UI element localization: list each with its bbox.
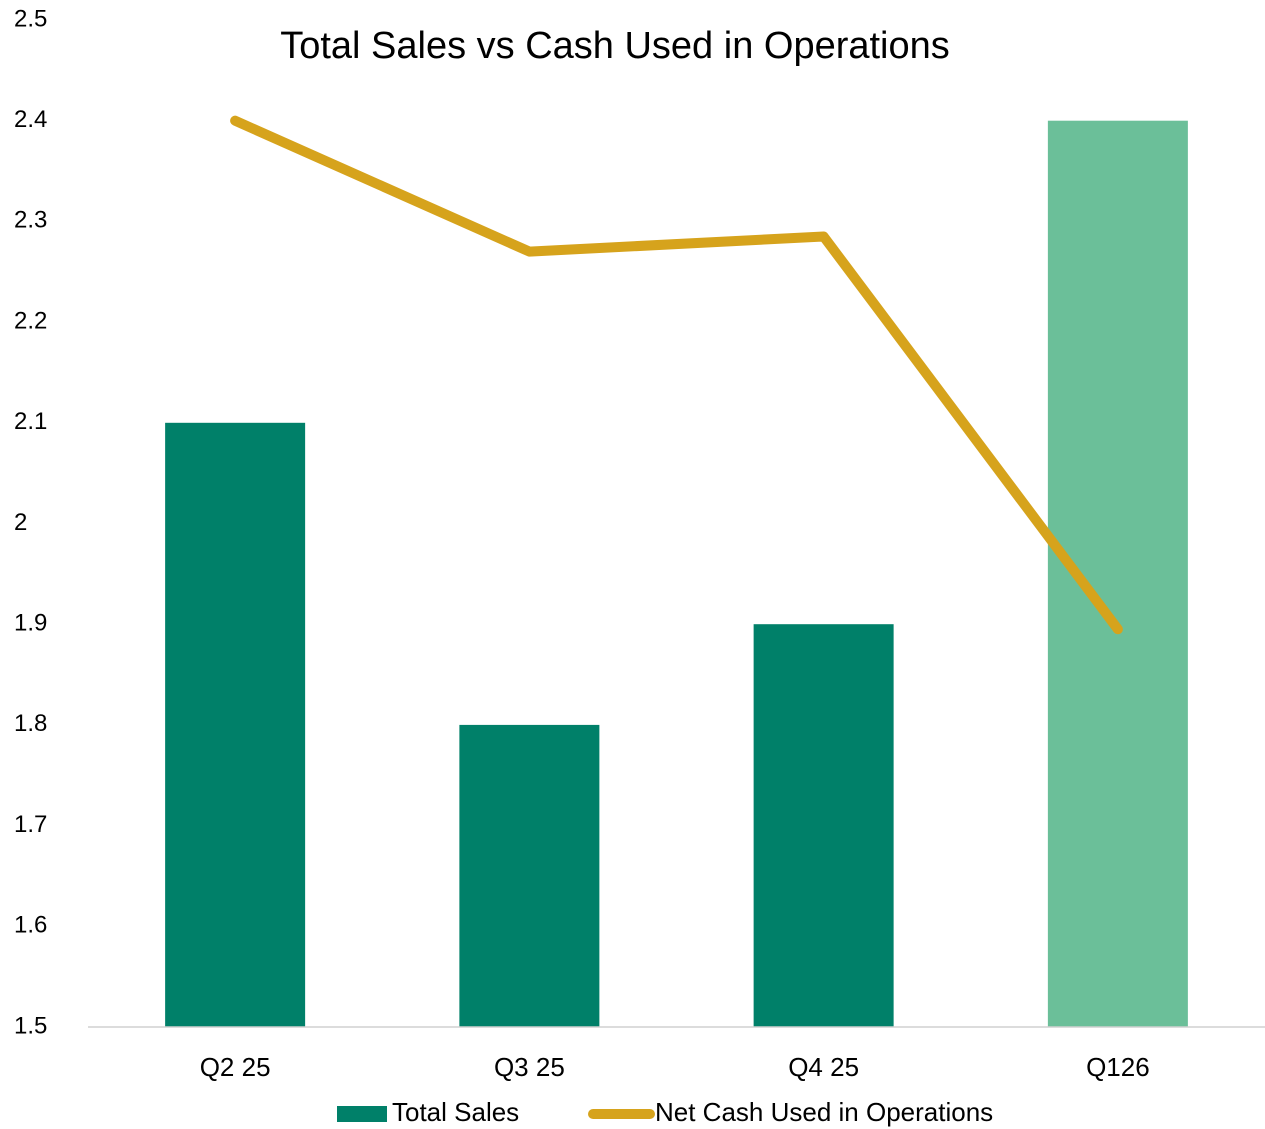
- y-tick-label: 1.7: [14, 811, 47, 838]
- y-tick-label: 2.2: [14, 307, 47, 334]
- line: [230, 115, 1123, 635]
- bar: [459, 724, 600, 1027]
- y-tick-label: 1.6: [14, 912, 47, 939]
- x-tick-label: Q126: [1086, 1052, 1150, 1082]
- y-tick-label: 1.8: [14, 710, 47, 737]
- chart-title: Total Sales vs Cash Used in Operations: [280, 25, 950, 67]
- y-tick-label: 1.5: [14, 1012, 47, 1039]
- y-tick-label: 2.1: [14, 408, 47, 435]
- legend-label: Total Sales: [392, 1097, 519, 1127]
- bar: [1047, 120, 1188, 1027]
- y-tick-label: 2: [14, 509, 27, 536]
- x-tick-label: Q4 25: [788, 1052, 859, 1082]
- legend-swatch: [337, 1106, 387, 1122]
- x-tick-label: Q2 25: [200, 1052, 271, 1082]
- bar: [165, 422, 306, 1027]
- y-tick-label: 2.5: [14, 5, 47, 32]
- y-tick-label: 2.4: [14, 106, 47, 133]
- legend-label: Net Cash Used in Operations: [655, 1097, 993, 1127]
- x-tick-label: Q3 25: [494, 1052, 565, 1082]
- y-tick-label: 1.9: [14, 610, 47, 637]
- bar: [753, 624, 894, 1027]
- y-tick-label: 2.3: [14, 207, 47, 234]
